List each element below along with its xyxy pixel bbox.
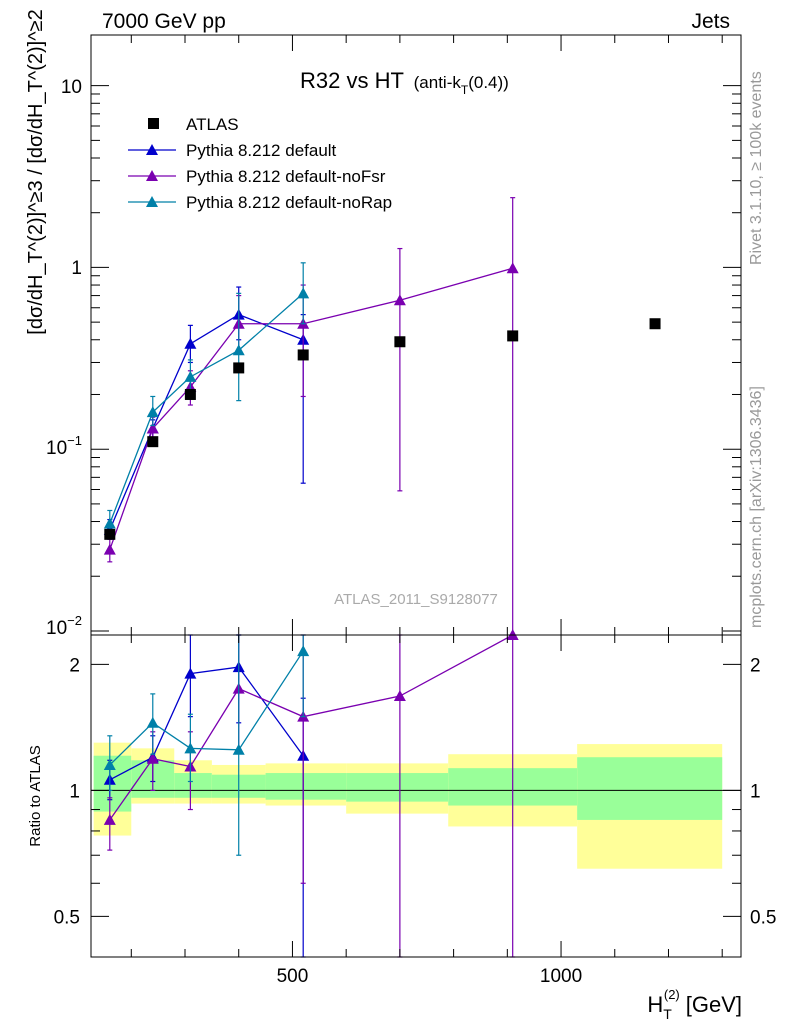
legend: ATLAS Pythia 8.212 default Pythia 8.212 … [128,115,392,212]
ratio-band-green [346,773,449,802]
rivet-label: Rivet 3.1.10, ≥ 100k events [748,71,765,265]
ratio-band-green [174,773,212,798]
xlabel-sub: T [663,1006,672,1022]
ratio-ytick-2-left: 2 [69,655,80,676]
ratio-point-noFsr [103,813,116,825]
main-point-default [184,337,197,349]
main-point-atlas [394,336,406,348]
ratio-line-noRap [109,650,304,766]
ratio-ytick-2-right: 2 [750,655,761,676]
ratio-point-noFsr [393,690,406,702]
header-left: 7000 GeV pp [102,10,226,33]
main-point-noRap [103,517,116,529]
main-title-text: R32 vs HT [300,68,404,93]
main-ylabel: [dσ/dH_T^(2)]^≥3 / [dσ/dH_T^(2)]^≥2 [25,9,47,334]
xlabel: HT (2) [GeV] [647,987,742,1022]
main-title-suffix-end: (0.4)) [468,73,509,92]
ratio-bands [93,742,723,869]
legend-label-nofsr: Pythia 8.212 default-noFsr [186,167,386,186]
ytick-label-0.1: 10−1 [46,433,82,459]
ratio-ytick-1-right: 1 [750,781,761,802]
legend-marker-nofsr [146,170,158,181]
legend-marker-default [146,144,158,155]
main-ticks [91,35,741,635]
main-title: R32 vs HT (anti-kT(0.4)) [300,68,509,97]
xtick-label-500: 500 [277,966,309,987]
legend-marker-norap [146,196,158,207]
ratio-band-green [577,757,723,820]
xlabel-unit: [GeV] [686,992,742,1017]
ratio-marks [103,629,519,958]
main-ytick-labels: 10 1 10−1 10−2 [46,77,82,639]
main-point-noRap [297,287,310,299]
ratio-point-default [184,667,197,679]
main-point-noRap [232,344,245,356]
main-point-noFsr [146,422,159,434]
ytick-label-10: 10 [61,77,82,98]
main-line-default [109,313,304,531]
main-title-suffix-sub: T [461,83,469,97]
main-point-atlas [297,349,309,361]
main-marks [103,197,661,636]
main-point-atlas [507,330,519,342]
ratio-band-green [265,773,347,800]
ytick-label-0.01: 10−2 [46,613,82,639]
header-right: Jets [691,10,730,33]
legend-label-atlas: ATLAS [186,115,239,134]
xtick-label-1000: 1000 [540,966,582,987]
main-point-noRap [184,370,197,382]
main-title-suffix: (anti-k [414,73,462,92]
main-point-atlas [233,362,245,374]
ratio-ytick-1-left: 1 [69,781,80,802]
ratio-point-noRap [297,645,310,657]
mcplots-label: mcplots.cern.ch [arXiv:1306.3436] [748,386,765,628]
main-line-noFsr [109,267,513,550]
ratio-point-noFsr [146,752,159,764]
ratio-point-noRap [232,743,245,755]
ratio-point-noRap [146,716,159,728]
xlabel-sup: (2) [664,987,680,1002]
main-point-atlas [649,318,661,330]
main-point-noFsr [506,262,519,274]
main-point-atlas [147,436,159,448]
ratio-plot: 2 1 0.5 2 1 0.5 Ratio to ATLAS 500 1000 … [27,629,776,1022]
legend-label-default: Pythia 8.212 default [186,141,337,160]
main-point-atlas [104,528,116,540]
ratio-point-noRap [184,742,197,754]
ratio-ylabel: Ratio to ATLAS [27,745,44,846]
legend-marker-atlas [148,118,159,129]
main-point-atlas [184,388,196,400]
analysis-watermark: ATLAS_2011_S9128077 [334,591,498,608]
ratio-ytick-05-right: 0.5 [750,907,776,928]
ratio-plot-frame [90,634,742,958]
legend-label-norap: Pythia 8.212 default-noRap [186,193,392,212]
ratio-ticks [91,635,741,958]
main-point-noFsr [103,543,116,555]
xlabel-main: H [647,992,663,1017]
main-plot: R32 vs HT (anti-kT(0.4)) ATLAS_2011_S912… [25,9,742,639]
ratio-ytick-05-left: 0.5 [54,907,80,928]
ratio-point-noRap [103,758,116,770]
ytick-label-1: 1 [71,258,82,279]
ratio-ytick-labels: 2 1 0.5 2 1 0.5 [54,655,777,928]
main-point-noRap [146,406,159,418]
main-point-noFsr [393,294,406,306]
